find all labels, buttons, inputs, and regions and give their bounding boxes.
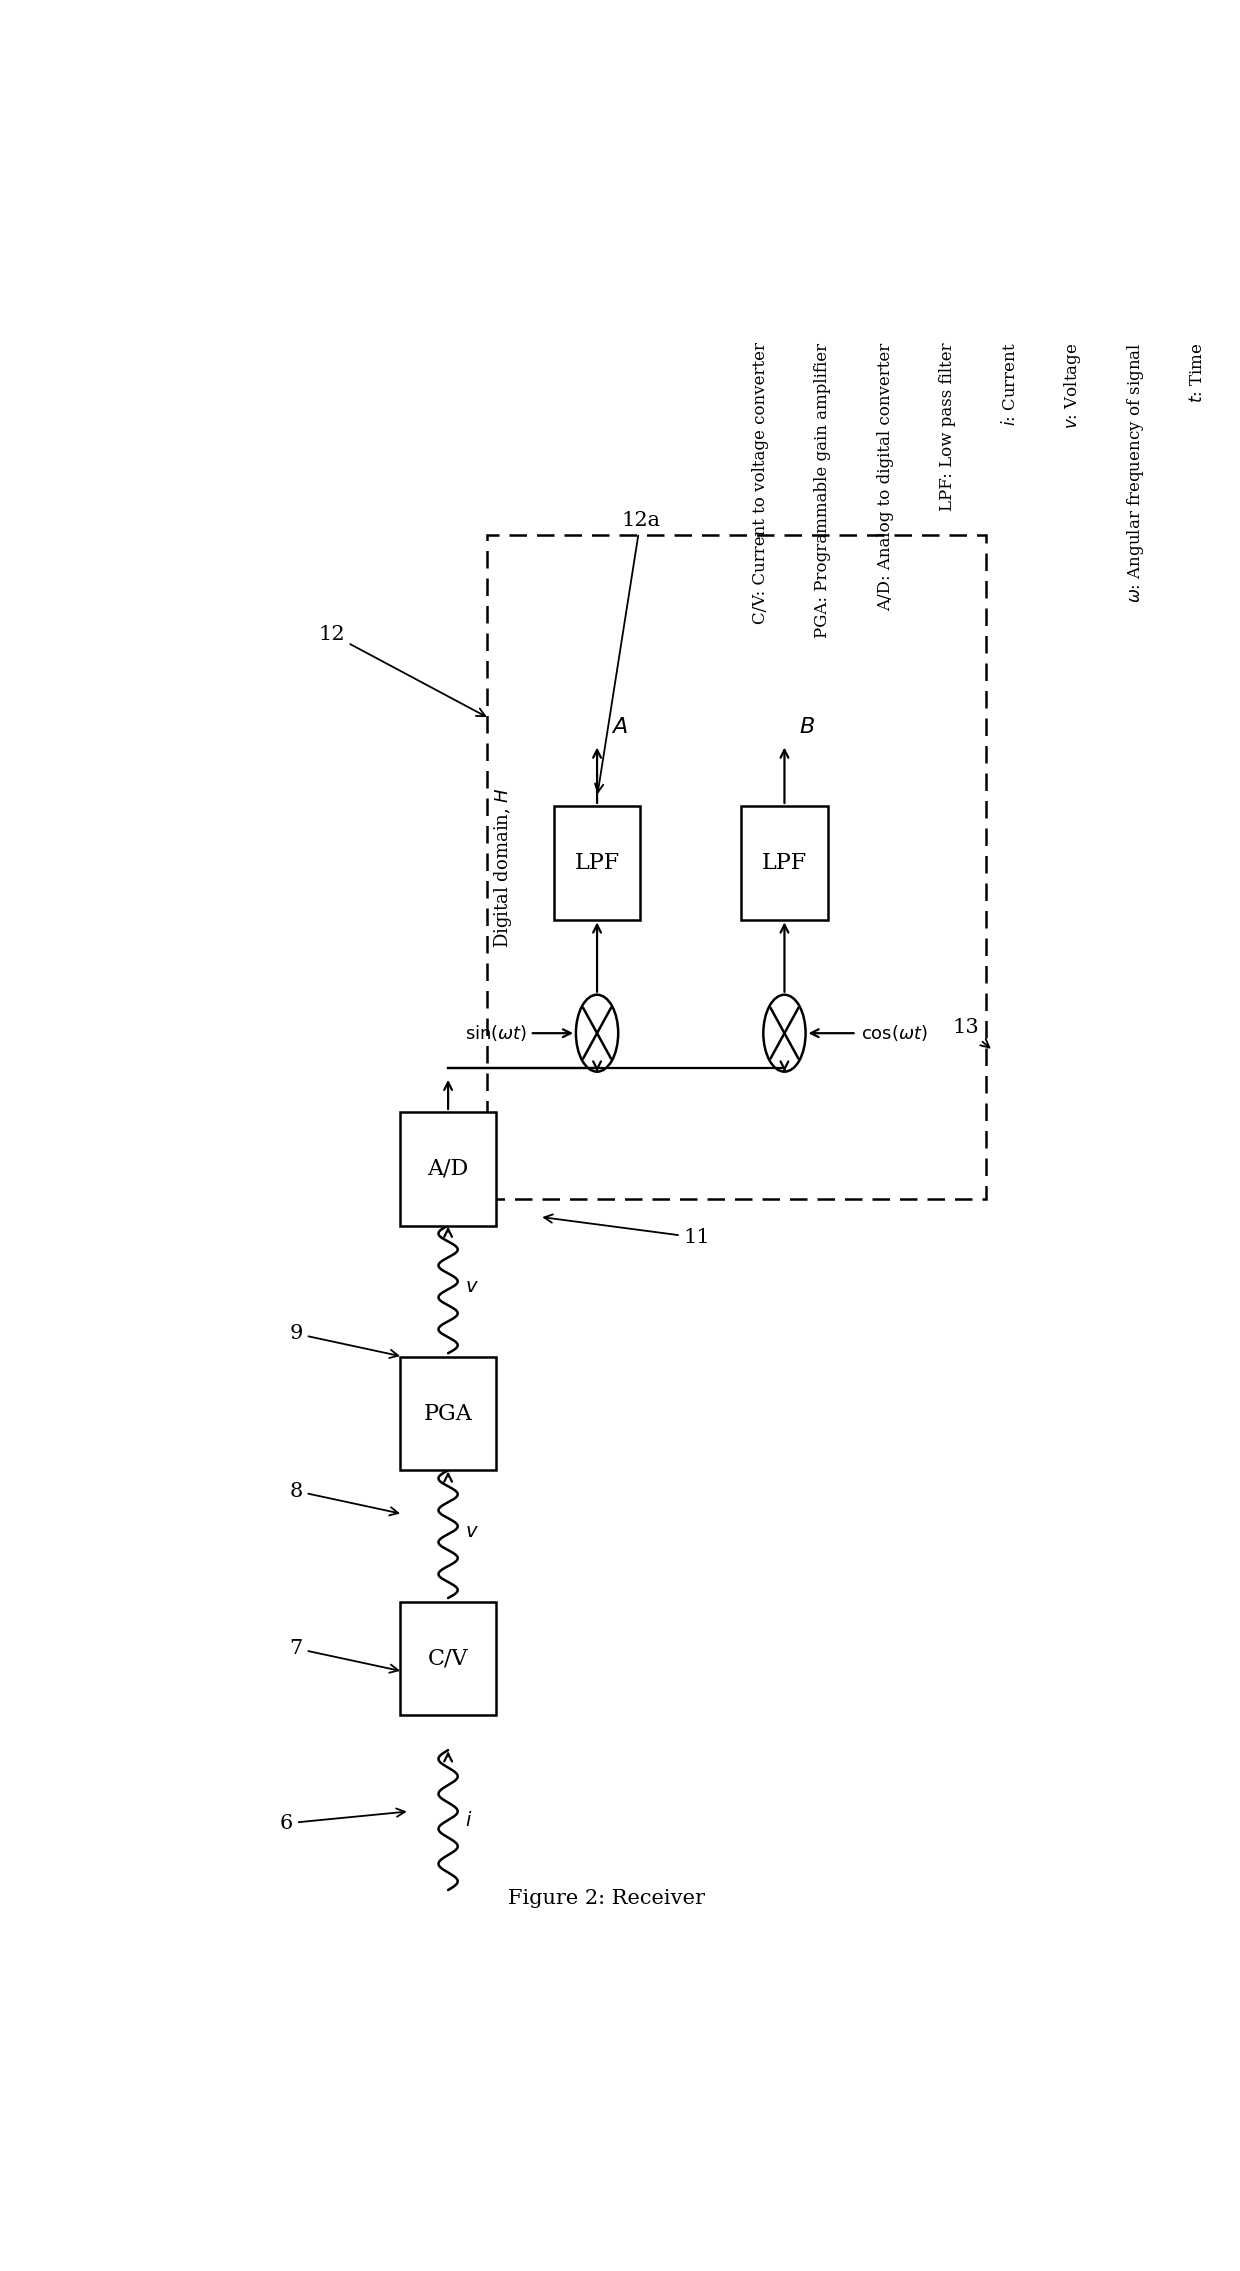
Text: 11: 11 (544, 1215, 711, 1247)
Text: LPF: LPF (761, 852, 807, 874)
Text: C/V: Current to voltage converter: C/V: Current to voltage converter (751, 343, 769, 625)
Text: 13: 13 (952, 1017, 990, 1047)
Bar (401, 1113, 496, 1226)
Bar (401, 1356, 496, 1469)
Text: 9: 9 (290, 1324, 398, 1358)
Text: $\sin(\omega t)$: $\sin(\omega t)$ (465, 1024, 527, 1042)
Text: LPF: Low pass filter: LPF: Low pass filter (940, 343, 956, 511)
Text: $\omega$: Angular frequency of signal: $\omega$: Angular frequency of signal (1125, 343, 1146, 604)
Text: 12a: 12a (595, 511, 660, 793)
Text: $B$: $B$ (799, 715, 815, 738)
Text: $v$: $v$ (465, 1279, 479, 1297)
Text: $t$: Time: $t$: Time (1189, 343, 1207, 402)
Text: A/D: A/D (428, 1158, 469, 1179)
Bar (742, 806, 828, 920)
Text: 8: 8 (290, 1481, 398, 1515)
Text: 12: 12 (319, 625, 485, 715)
Text: $\cos(\omega t)$: $\cos(\omega t)$ (862, 1024, 929, 1042)
Text: 7: 7 (290, 1640, 398, 1674)
Text: Figure 2: Receiver: Figure 2: Receiver (508, 1889, 706, 1908)
Text: A/D: Analog to digital converter: A/D: Analog to digital converter (877, 343, 894, 611)
Bar (401, 1601, 496, 1715)
Bar (554, 806, 640, 920)
Text: C/V: C/V (428, 1646, 469, 1669)
Text: $A$: $A$ (611, 715, 629, 738)
Text: LPF: LPF (574, 852, 620, 874)
Text: PGA: PGA (424, 1403, 472, 1424)
Text: $i$: Current: $i$: Current (1001, 343, 1019, 427)
Text: $v$: Voltage: $v$: Voltage (1063, 343, 1084, 429)
Text: Digital domain, $H$: Digital domain, $H$ (492, 786, 513, 947)
Text: $v$: $v$ (465, 1522, 479, 1540)
Text: 6: 6 (280, 1808, 405, 1833)
Text: PGA: Programmable gain amplifier: PGA: Programmable gain amplifier (815, 343, 831, 638)
Text: $i$: $i$ (465, 1810, 472, 1830)
FancyBboxPatch shape (486, 536, 986, 1199)
